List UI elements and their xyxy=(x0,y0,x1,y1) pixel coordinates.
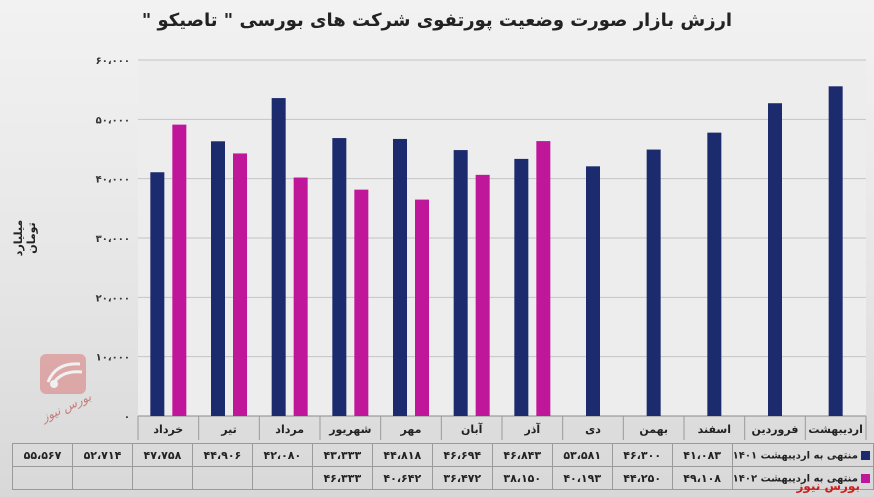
bar-series-1 xyxy=(768,103,782,416)
bar-series-2 xyxy=(233,153,247,416)
data-table-cell: ۴۲،۰۸۰ xyxy=(251,443,313,467)
data-table-cell: ۴۰،۶۴۲ xyxy=(371,466,433,490)
x-tick-label: آبان xyxy=(461,422,483,436)
bar-series-1 xyxy=(453,150,468,416)
x-tick-label: اردیبهشت xyxy=(808,423,862,436)
y-tick-label: ۱۰،۰۰۰ xyxy=(96,353,130,364)
x-tick-label: شهریور xyxy=(328,423,371,436)
data-table-cell: ۴۴،۹۰۶ xyxy=(191,443,253,467)
legend-series-1: منتهی به اردیبهشت ۱۴۰۱ xyxy=(731,443,874,467)
legend-label-2: منتهی به اردیبهشت ۱۴۰۲ xyxy=(732,473,858,484)
data-table-cell xyxy=(12,466,73,490)
chart-title: ارزش بازار صورت وضعیت پورتفوی شرکت های ب… xyxy=(141,10,733,31)
data-table-cell: ۴۱،۰۸۳ xyxy=(671,443,733,467)
data-table-cell: ۴۷،۷۵۸ xyxy=(131,443,193,467)
data-table-cell xyxy=(191,466,253,490)
bar-series-2 xyxy=(293,177,308,416)
bar-series-2 xyxy=(536,141,551,416)
data-table-cell: ۵۵،۵۶۷ xyxy=(12,443,73,467)
x-tick-label: مهر xyxy=(400,423,422,436)
legend-swatch-2 xyxy=(860,474,870,483)
data-table-cell: ۴۶،۸۴۳ xyxy=(491,443,553,467)
bar-series-1 xyxy=(332,138,347,416)
data-table-cell: ۴۶،۳۰۰ xyxy=(611,443,673,467)
x-tick-label: آذر xyxy=(523,422,540,436)
bar-series-2 xyxy=(354,189,369,416)
bar-series-1 xyxy=(646,149,661,416)
x-tick-label: فروردین xyxy=(752,423,799,436)
data-table-cell: ۳۸،۱۵۰ xyxy=(491,466,553,490)
x-tick-label: تیر xyxy=(220,423,236,436)
x-tick-label: دی xyxy=(585,423,601,436)
legend-label-1: منتهی به اردیبهشت ۱۴۰۱ xyxy=(732,450,858,461)
brand-label: بورس نیوز xyxy=(796,479,860,493)
bar-series-2 xyxy=(415,199,429,416)
data-table-row-series-2: ۴۶،۳۳۳ ۴۰،۶۴۲ ۳۶،۴۷۲ ۳۸،۱۵۰ ۴۰،۱۹۳ ۴۴،۲۵۰ ۴۹،۱… xyxy=(12,466,874,490)
x-tick-label: خرداد xyxy=(153,423,183,436)
y-tick-label: ۲۰،۰۰۰ xyxy=(96,293,130,304)
x-tick-label: بهمن xyxy=(639,423,668,436)
data-table-cell: ۴۴،۸۱۸ xyxy=(371,443,433,467)
bar-series-1 xyxy=(393,138,407,417)
data-table-row-series-1: ۵۵،۵۶۷ ۵۲،۷۱۴ ۴۷،۷۵۸ ۴۴،۹۰۶ ۴۲،۰۸۰ ۴۳،۳۳۳ ۴۴،۸… xyxy=(12,443,874,467)
bar-series-1 xyxy=(211,141,225,416)
data-table: ۵۵،۵۶۷ ۵۲،۷۱۴ ۴۷،۷۵۸ ۴۴،۹۰۶ ۴۲،۰۸۰ ۴۳،۳۳۳ ۴۴،۸… xyxy=(12,443,874,490)
data-table-cell: ۵۲،۷۱۴ xyxy=(71,443,133,467)
y-tick-label: ۰ xyxy=(124,412,130,423)
data-table-cell: ۴۳،۳۳۳ xyxy=(311,443,373,467)
watermark-logo-icon xyxy=(40,354,86,394)
bar-series-1 xyxy=(707,132,722,416)
y-tick-label: ۴۰،۰۰۰ xyxy=(96,175,130,186)
bar-series-1 xyxy=(586,166,600,416)
y-tick-label: ۵۰،۰۰۰ xyxy=(96,115,130,126)
data-table-cell: ۴۰،۱۹۳ xyxy=(551,466,613,490)
data-table-cell: ۳۶،۴۷۲ xyxy=(431,466,493,490)
data-table-cell xyxy=(131,466,193,490)
legend-swatch-1 xyxy=(860,451,870,460)
y-tick-label: ۶۰،۰۰۰ xyxy=(96,56,130,67)
bar-series-1 xyxy=(514,158,529,416)
x-tick-label: مرداد xyxy=(275,423,304,436)
data-table-cell: ۴۶،۳۳۳ xyxy=(311,466,373,490)
bar-series-1 xyxy=(150,172,165,416)
data-table-cell: ۴۹،۱۰۸ xyxy=(671,466,733,490)
data-table-cell: ۵۳،۵۸۱ xyxy=(551,443,613,467)
bar-series-2 xyxy=(172,124,187,417)
bar-series-2 xyxy=(475,174,490,416)
bar-chart: ۰ ۱۰،۰۰۰ ۲۰،۰۰۰ ۳۰،۰۰۰ ۴۰،۰۰۰ ۵۰،۰۰۰ ۶۰،۰۰۰ خرد… xyxy=(96,56,867,440)
bar-series-1 xyxy=(271,98,286,417)
data-table-cell: ۴۶،۶۹۴ xyxy=(431,443,493,467)
legend-series-2: منتهی به اردیبهشت ۱۴۰۲ xyxy=(731,466,874,490)
bar-series-1 xyxy=(828,86,843,417)
data-table-cell xyxy=(71,466,133,490)
data-table-cell xyxy=(251,466,313,490)
y-tick-label: ۳۰،۰۰۰ xyxy=(96,234,130,245)
data-table-cell: ۴۴،۲۵۰ xyxy=(611,466,673,490)
x-tick-label: اسفند xyxy=(698,423,731,436)
